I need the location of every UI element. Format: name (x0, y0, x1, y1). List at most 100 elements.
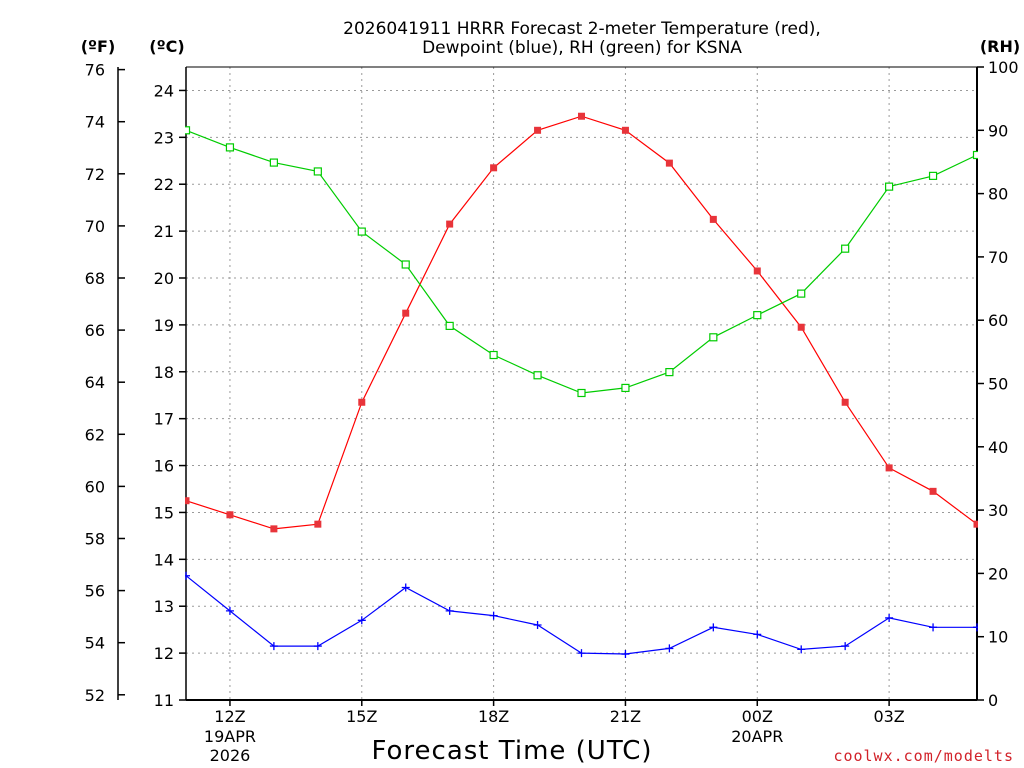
x-date-label: 2026 (210, 746, 251, 765)
celsius-tick-label: 21 (154, 222, 174, 241)
series-rh (185, 126, 978, 398)
fahrenheit-tick-label: 74 (85, 113, 105, 132)
temperature-point (185, 497, 190, 505)
dewpoint-point (797, 645, 806, 654)
temperature-point (709, 215, 717, 223)
chart-title-line-2: Dewpoint (blue), RH (green) for KSNA (422, 38, 742, 58)
rh-tick-label: 30 (988, 501, 1008, 520)
dewpoint-point (709, 623, 718, 632)
rh-point (533, 371, 542, 380)
dewpoint-point (269, 642, 278, 651)
chart-text: 2026041911 HRRR Forecast 2-meter Tempera… (81, 19, 1020, 766)
fahrenheit-tick-label: 54 (85, 634, 105, 653)
temperature-line (185, 115, 978, 530)
celsius-tick-label: 19 (154, 316, 174, 335)
temperature-point (490, 164, 498, 172)
rh-point (665, 368, 674, 377)
x-tick-label: 21Z (610, 707, 641, 726)
dewpoint-point (929, 623, 938, 632)
rh-tick-label: 0 (988, 691, 998, 710)
celsius-tick-label: 17 (154, 410, 174, 429)
data-series (185, 112, 978, 659)
rh-point (185, 126, 191, 135)
rh-tick-label: 20 (988, 564, 1008, 583)
fahrenheit-tick-label: 58 (85, 529, 105, 548)
rh-point (577, 388, 586, 398)
fahrenheit-tick-label: 60 (85, 477, 105, 496)
dewpoint-point (533, 620, 542, 629)
temperature-point (885, 464, 893, 472)
temperature-point (578, 112, 585, 120)
rh-point (225, 143, 235, 152)
dewpoint-point (621, 650, 630, 659)
fahrenheit-tick-label: 56 (85, 582, 105, 601)
x-date-label: 20APR (731, 727, 783, 746)
rh-point (445, 321, 454, 330)
temperature-point (841, 398, 849, 406)
rh-tick-label: 100 (988, 58, 1019, 77)
dewpoint-line (185, 575, 977, 655)
celsius-tick-label: 12 (154, 644, 174, 663)
x-tick-label: 03Z (873, 707, 904, 726)
rh-point (489, 350, 498, 360)
rh-point (621, 383, 630, 393)
rh-tick-label: 70 (988, 248, 1008, 267)
rh-point (885, 182, 894, 191)
series-dewpoint (185, 571, 978, 659)
rh-tick-label: 80 (988, 185, 1008, 204)
fahrenheit-tick-label: 62 (85, 425, 105, 444)
temperature-point (226, 511, 234, 519)
celsius-tick-label: 20 (154, 269, 174, 288)
temperature-point (621, 126, 629, 134)
fahrenheit-tick-label: 52 (85, 686, 105, 705)
celsius-tick-label: 15 (154, 503, 174, 522)
celsius-tick-label: 22 (154, 175, 174, 194)
fahrenheit-tick-label: 64 (85, 373, 105, 392)
x-tick-label: 12Z (214, 707, 245, 726)
dewpoint-point (357, 616, 366, 625)
celsius-tick-label: 16 (154, 457, 174, 476)
rh-point (972, 150, 978, 160)
rh-point (357, 227, 366, 236)
rh-point (269, 158, 278, 167)
temperature-point (973, 520, 978, 528)
celsius-tick-label: 24 (154, 81, 174, 100)
rh-tick-label: 10 (988, 628, 1008, 647)
dewpoint-point (753, 630, 762, 639)
rh-point (753, 311, 762, 320)
rh-unit-label: (RH) (980, 37, 1020, 56)
rh-point (313, 167, 322, 176)
dewpoint-point (225, 606, 234, 615)
celsius-tick-label: 23 (154, 128, 174, 147)
x-tick-label: 18Z (478, 707, 509, 726)
series-temperature (185, 112, 978, 533)
chart-title-line-1: 2026041911 HRRR Forecast 2-meter Tempera… (343, 19, 821, 39)
temperature-point (753, 267, 761, 275)
axes: 11 12 13 14 15 16 17 18 19 20 21 22 23 24 52 54 56 58 60 62… (85, 58, 1019, 765)
celsius-tick-label: 11 (154, 691, 174, 710)
rh-tick-label: 40 (988, 438, 1008, 457)
rh-point (928, 171, 938, 180)
x-date-label: 19APR (204, 727, 256, 746)
x-axis-title: Forecast Time (UTC) (371, 736, 652, 766)
dewpoint-point (973, 623, 978, 632)
rh-point (709, 333, 718, 342)
dewpoint-point (313, 642, 322, 651)
dewpoint-point (401, 583, 410, 592)
fahrenheit-tick-label: 76 (85, 61, 105, 80)
temperature-point (665, 159, 673, 167)
dewpoint-point (841, 642, 850, 651)
rh-point (841, 244, 850, 253)
rh-point (401, 260, 410, 269)
fahrenheit-tick-label: 68 (85, 269, 105, 288)
site-credit: coolwx.com/modelts (833, 747, 1014, 765)
rh-point (797, 289, 806, 298)
rh-line (185, 129, 978, 394)
temperature-point (929, 487, 937, 495)
celsius-tick-label: 14 (154, 550, 174, 569)
temperature-point (797, 323, 805, 331)
dewpoint-point (185, 571, 190, 580)
fahrenheit-tick-label: 66 (85, 321, 105, 340)
fahrenheit-unit-label: (ºF) (81, 37, 116, 56)
